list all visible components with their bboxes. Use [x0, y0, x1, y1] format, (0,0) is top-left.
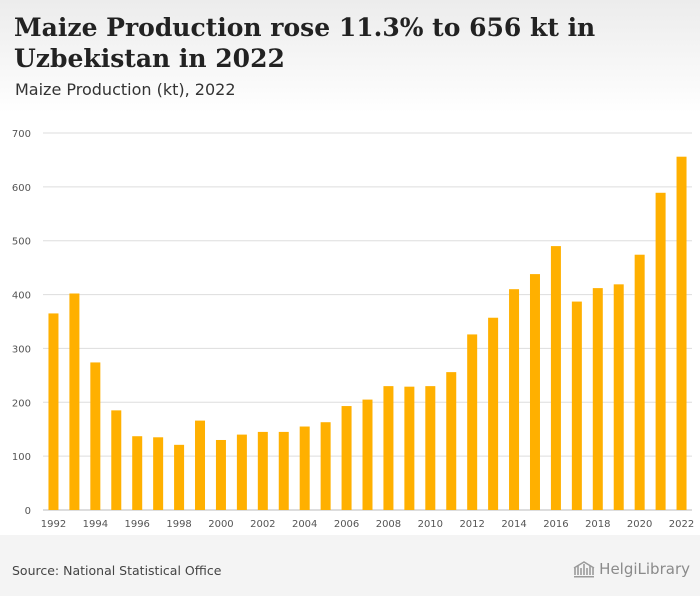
- chart-header: Maize Production rose 11.3% to 656 kt in…: [0, 0, 700, 113]
- bar-2003: [278, 431, 289, 510]
- x-tick-label: 2018: [585, 519, 610, 530]
- x-tick-label: 2012: [459, 519, 484, 530]
- x-tick-label: 2004: [292, 519, 317, 530]
- y-tick-label: 600: [12, 183, 31, 194]
- bar-2015: [529, 274, 540, 510]
- bar-2022: [676, 156, 687, 510]
- bar-1992: [48, 313, 59, 510]
- chart-title: Maize Production rose 11.3% to 656 kt in…: [14, 13, 596, 73]
- bar-2019: [613, 284, 624, 510]
- x-tick-label: 1992: [41, 519, 66, 530]
- x-tick-label: 2020: [627, 519, 652, 530]
- x-tick-label: 1994: [83, 519, 108, 530]
- bar-2021: [655, 192, 666, 510]
- bar-2008: [383, 386, 394, 510]
- bar-2012: [467, 334, 478, 510]
- library-building-icon: [573, 561, 595, 578]
- bar-2020: [634, 254, 645, 510]
- y-tick-label: 300: [12, 344, 31, 355]
- y-tick-label: 700: [12, 129, 31, 140]
- bar-2014: [509, 289, 520, 510]
- source-note: Source: National Statistical Office: [12, 563, 222, 578]
- x-tick-label: 1996: [124, 519, 149, 530]
- bar-2004: [299, 426, 310, 510]
- bar-2005: [320, 422, 331, 510]
- bar-2009: [404, 386, 415, 510]
- x-tick-label: 2014: [501, 519, 526, 530]
- x-tick-label: 2000: [208, 519, 233, 530]
- chart-subtitle: Maize Production (kt), 2022: [15, 80, 236, 99]
- y-tick-label: 100: [12, 452, 31, 463]
- x-tick-label: 1998: [166, 519, 191, 530]
- x-tick-label: 2002: [250, 519, 275, 530]
- y-tick-label: 500: [12, 237, 31, 248]
- logo-text: HelgiLibrary: [599, 560, 690, 578]
- x-tick-label: 2006: [334, 519, 359, 530]
- bar-1993: [69, 293, 80, 510]
- x-tick-label: 2010: [418, 519, 443, 530]
- bar-2018: [592, 288, 603, 510]
- y-tick-label: 200: [12, 398, 31, 409]
- bar-1995: [111, 410, 122, 510]
- bar-1996: [132, 436, 143, 510]
- x-tick-label: 2008: [376, 519, 401, 530]
- bar-2010: [425, 386, 436, 510]
- bar-1999: [195, 420, 206, 510]
- bar-2013: [488, 317, 499, 510]
- bar-2016: [550, 246, 561, 510]
- bar-2006: [341, 406, 352, 510]
- helgi-library-logo: HelgiLibrary: [572, 560, 690, 578]
- bar-2001: [236, 434, 247, 510]
- x-tick-label: 2022: [669, 519, 694, 530]
- bar-2002: [257, 431, 268, 510]
- x-tick-label: 2016: [543, 519, 568, 530]
- bar-2007: [362, 399, 373, 510]
- bar-chart: 0 100 200 300 400 500 600 700 1992 1994 1996 1998 20…: [0, 113, 700, 535]
- bar-1994: [90, 362, 101, 510]
- bar-2017: [571, 301, 582, 510]
- bar-2011: [446, 372, 457, 510]
- bar-2000: [215, 439, 226, 510]
- y-tick-label: 0: [25, 506, 31, 517]
- bar-1998: [174, 444, 185, 510]
- bar-1997: [153, 437, 164, 510]
- y-tick-label: 400: [12, 291, 31, 302]
